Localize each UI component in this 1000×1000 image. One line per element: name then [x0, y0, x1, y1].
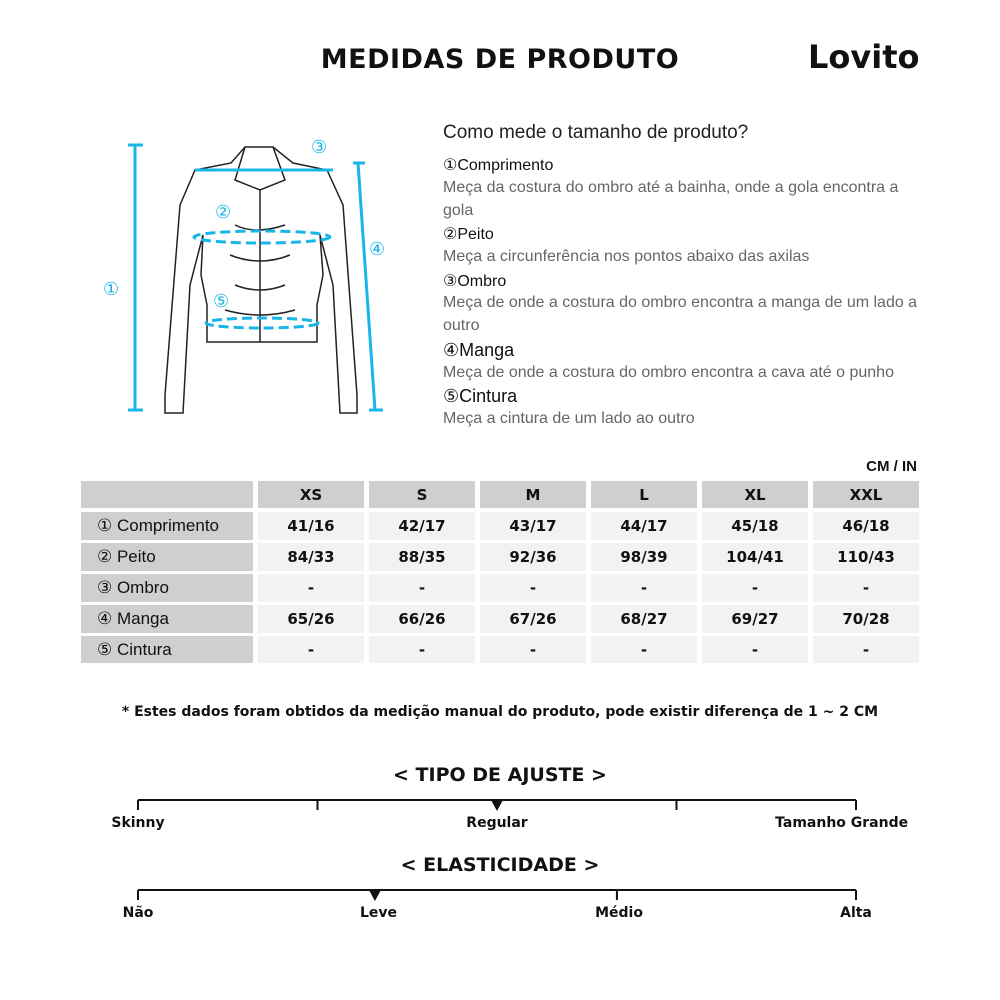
- table-cell: 98/39: [591, 543, 697, 571]
- row-label: ③ Ombro: [81, 574, 253, 602]
- table-cell: -: [591, 574, 697, 602]
- elasticity-label: Não: [122, 905, 154, 921]
- table-cell: -: [480, 636, 586, 663]
- name: Ombro: [457, 273, 507, 290]
- marker-4: ④: [369, 239, 385, 260]
- table-cell: -: [813, 574, 919, 602]
- table-cell: 46/18: [813, 512, 919, 540]
- elasticity-scale-bar: [137, 889, 857, 901]
- guide-item-4: ④Manga: [443, 340, 514, 361]
- table-cell: 43/17: [480, 512, 586, 540]
- table-corner: [81, 481, 253, 508]
- table-cell: -: [813, 636, 919, 663]
- elasticity-level-marker: [368, 890, 381, 901]
- num: ②: [443, 226, 458, 243]
- table-cell: 41/16: [258, 512, 364, 540]
- brand-logo: Lovito: [808, 38, 920, 76]
- row-label: ⑤ Cintura: [81, 636, 253, 663]
- table-cell: 65/26: [258, 605, 364, 633]
- table-cell: 104/41: [702, 543, 808, 571]
- table-cell: -: [369, 574, 475, 602]
- size-header: S: [369, 481, 475, 508]
- table-cell: 67/26: [480, 605, 586, 633]
- size-header: XL: [702, 481, 808, 508]
- table-cell: 70/28: [813, 605, 919, 633]
- fit-title: < TIPO DE AJUSTE >: [393, 764, 607, 786]
- marker-2: ②: [215, 202, 231, 223]
- guide-desc-5: Meça a cintura de um lado ao outro: [443, 410, 695, 427]
- table-cell: 66/26: [369, 605, 475, 633]
- size-header: L: [591, 481, 697, 508]
- fit-level-marker: [491, 800, 503, 811]
- fit-label: Tamanho Grande: [775, 815, 909, 831]
- marker-5: ⑤: [213, 291, 229, 312]
- guide-item-5: ⑤Cintura: [443, 386, 517, 407]
- jacket-diagram: ① ② ③ ④ ⑤: [103, 137, 385, 414]
- fit-scale-bar: [137, 799, 857, 811]
- table-cell: -: [702, 636, 808, 663]
- table-cell: 110/43: [813, 543, 919, 571]
- table-cell: -: [258, 574, 364, 602]
- table-cell: 92/36: [480, 543, 586, 571]
- size-header: XXL: [813, 481, 919, 508]
- name: Manga: [459, 340, 515, 360]
- size-header: XS: [258, 481, 364, 508]
- size-header: M: [480, 481, 586, 508]
- row-label: ① Comprimento: [81, 512, 253, 540]
- guide-item-2: ②Peito: [443, 224, 494, 244]
- num: ③: [443, 273, 458, 290]
- measure-lines: [128, 143, 383, 412]
- guide-desc-2: Meça a circunferência nos pontos abaixo …: [443, 248, 810, 265]
- guide-heading: Como mede o tamanho de produto?: [443, 122, 749, 143]
- table-cell: 45/18: [702, 512, 808, 540]
- guide-desc-3: Meça de onde a costura do ombro encontra…: [443, 294, 918, 334]
- row-label: ② Peito: [81, 543, 253, 571]
- name: Comprimento: [457, 157, 554, 174]
- elasticity-label: Médio: [595, 905, 643, 921]
- num: ①: [443, 157, 458, 174]
- num: ⑤: [443, 386, 460, 406]
- num: ④: [443, 340, 460, 360]
- elasticity-label: Leve: [359, 905, 398, 921]
- marker-3: ③: [311, 137, 327, 158]
- name: Peito: [457, 226, 494, 243]
- page-title: MEDIDAS DE PRODUTO: [320, 44, 680, 75]
- guide-item-1: ①Comprimento: [443, 155, 553, 175]
- elasticity-label: Alta: [840, 905, 872, 921]
- table-cell: -: [369, 636, 475, 663]
- table-cell: 44/17: [591, 512, 697, 540]
- marker-1: ①: [103, 279, 119, 300]
- table-cell: -: [591, 636, 697, 663]
- guide-desc-1: Meça da costura do ombro até a bainha, o…: [443, 179, 899, 219]
- elasticity-title: < ELASTICIDADE >: [400, 854, 600, 876]
- row-label: ④ Manga: [81, 605, 253, 633]
- table-cell: -: [480, 574, 586, 602]
- fit-label: Regular: [466, 815, 528, 831]
- name: Cintura: [459, 386, 518, 406]
- guide-desc-4: Meça de onde a costura do ombro encontra…: [443, 364, 894, 381]
- table-cell: -: [258, 636, 364, 663]
- table-cell: -: [702, 574, 808, 602]
- measurement-note: * Estes dados foram obtidos da medição m…: [121, 704, 879, 720]
- guide-item-3: ③Ombro: [443, 271, 506, 291]
- table-cell: 69/27: [702, 605, 808, 633]
- table-cell: 68/27: [591, 605, 697, 633]
- table-cell: 42/17: [369, 512, 475, 540]
- jacket-outline: [164, 146, 358, 414]
- fit-label: Skinny: [111, 815, 165, 831]
- unit-label: CM / IN: [866, 458, 917, 475]
- table-cell: 88/35: [369, 543, 475, 571]
- table-cell: 84/33: [258, 543, 364, 571]
